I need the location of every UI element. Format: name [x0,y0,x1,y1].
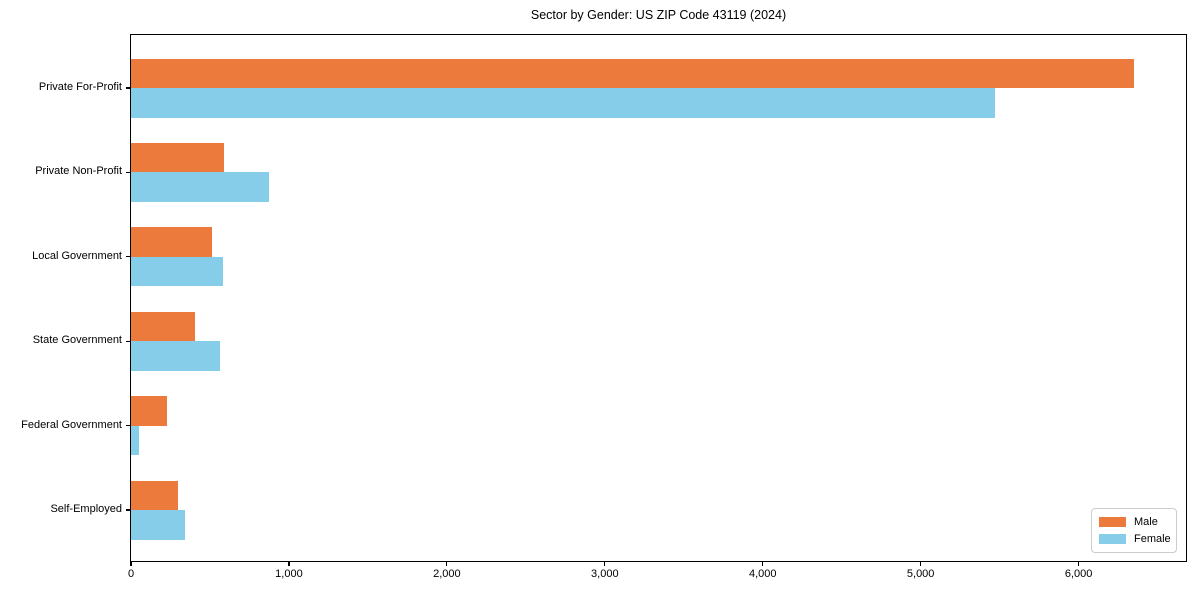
category-label-state-government: State Government [32,334,122,347]
bar-female-state-government [131,341,221,371]
x-tick-mark [762,561,764,566]
x-tick-label-4-000: 4,000 [748,568,777,580]
bar-female-self-employed [131,510,186,540]
bar-male-federal-government [131,396,168,426]
y-tick-mark [126,340,131,342]
bar-male-private-non-profit [131,142,225,173]
x-tick-label-2-000: 2,000 [433,568,461,580]
x-tick-label-5-000: 5,000 [906,568,935,580]
legend-label-male: Male [1134,515,1158,528]
category-label-private-for-profit: Private For-Profit [38,81,122,93]
bar-male-self-employed [131,480,179,510]
legend-item-female: Female [1099,530,1171,547]
category-label-local-government: Local Government [32,249,122,262]
x-tick-mark [604,561,606,566]
y-tick-mark [126,509,131,511]
bar-male-local-government [131,227,212,257]
legend: Male Female [1091,508,1177,553]
bar-female-private-non-profit [131,172,270,202]
legend-swatch-male [1099,516,1126,527]
x-tick-mark [130,561,132,566]
chart-title: Sector by Gender: US ZIP Code 43119 (202… [530,8,787,22]
y-tick-mark [126,256,131,258]
x-tick-label-3-000: 3,000 [591,568,619,580]
y-tick-mark [126,87,131,89]
bar-female-local-government [131,256,223,287]
x-tick-mark [288,561,290,566]
bar-male-private-for-profit [131,58,1134,88]
bar-female-federal-government [131,425,139,456]
legend-item-male: Male [1099,513,1169,530]
category-label-self-employed: Self-Employed [50,503,122,515]
plot-area [130,34,1187,562]
x-tick-label-6-000: 6,000 [1064,568,1093,580]
category-label-private-non-profit: Private Non-Profit [35,165,122,178]
category-label-federal-government: Federal Government [21,418,122,431]
x-tick-label-0: 0 [127,568,135,580]
x-tick-mark [920,561,922,566]
legend-swatch-female [1099,533,1126,544]
bar-female-private-for-profit [131,88,995,118]
bar-male-state-government [131,311,195,342]
y-tick-mark [126,425,131,427]
x-tick-label-1-000: 1,000 [275,568,303,580]
y-tick-mark [126,171,131,173]
legend-label-female: Female [1134,532,1171,545]
x-tick-mark [446,561,448,566]
x-tick-mark [1078,561,1080,566]
